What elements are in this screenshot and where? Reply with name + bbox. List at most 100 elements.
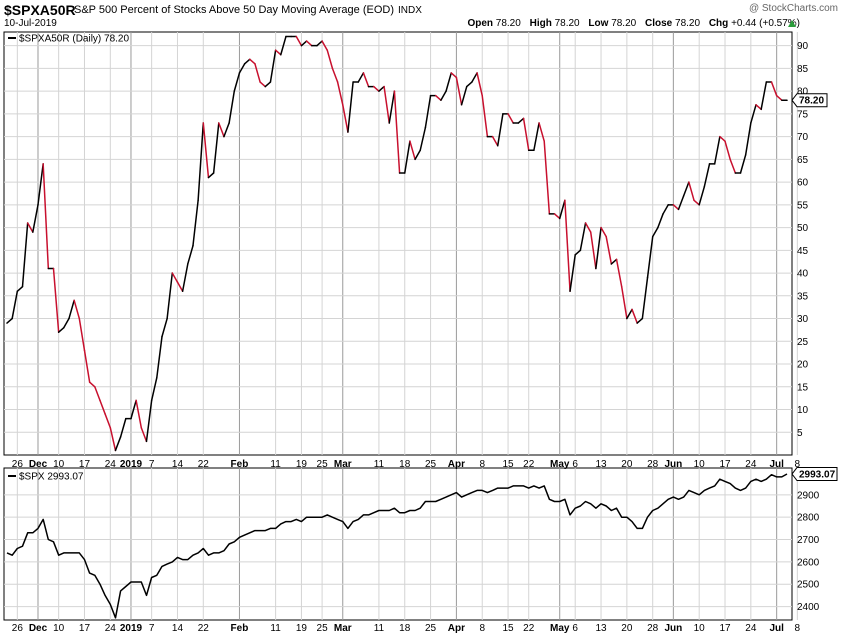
x-tick-label: 24 [105,623,117,634]
series-segment [243,58,251,65]
series-segment [383,85,391,124]
series-segment [393,90,401,174]
series-segment [703,163,711,188]
y-tick-label: 80 [797,87,809,98]
x-tick-label: Dec [29,623,48,634]
x-tick-label: 28 [647,623,659,634]
y-tick-label: 2400 [797,602,820,613]
series-segment [636,317,644,324]
series-segment [176,281,184,293]
last-value-main: 78.20 [799,96,824,107]
y-tick-label: 45 [797,246,809,257]
series-segment [145,399,153,443]
series-segment [192,199,199,247]
y-tick-label: 35 [797,291,809,302]
series-segment [646,235,654,279]
series-segment [445,72,452,92]
x-tick-label: 17 [719,459,731,470]
series-segment [78,317,86,352]
series-segment [491,135,499,147]
series-segment [140,426,148,443]
x-tick-label: 15 [502,459,514,470]
series-segment [347,81,354,133]
series-segment [109,426,117,452]
description-text: S&P 500 Percent of Stocks Above 50 Day M… [74,4,394,16]
brand-watermark: @ StockCharts.com [748,3,838,14]
series-segment [249,58,256,65]
series-segment [388,90,396,124]
x-tick-label: 8 [795,459,801,470]
y-tick-label: 55 [797,200,809,211]
series-segment [688,181,695,202]
series-segment [631,308,638,324]
series-segment [672,204,680,211]
series-segment [558,199,566,220]
chg-value: +0.44 (+0.57%) [731,18,800,29]
series-segment [181,263,189,293]
y-tick-label: 2800 [797,513,820,524]
series-segment [171,272,179,283]
series-segment [543,140,551,215]
x-tick-label: 26 [12,459,24,470]
x-tick-label: May [550,623,570,634]
series-segment [434,94,442,101]
series-segment [409,140,416,161]
series-segment [99,399,106,415]
series-segment [682,181,690,197]
series-segment [589,231,597,270]
x-tick-label: 24 [105,459,117,470]
x-tick-label: 22 [523,459,535,470]
series-segment [775,94,783,101]
x-tick-label: 17 [719,623,731,634]
series-segment [460,85,468,106]
series-segment [259,81,267,88]
series-segment [274,49,282,56]
x-tick-label: Mar [334,459,352,470]
y-tick-label: 2600 [797,557,820,568]
series-segment [574,249,582,256]
series-segment [719,135,726,142]
x-tick-label: 10 [53,459,65,470]
x-tick-label: 2019 [120,623,143,634]
series-segment [11,290,19,320]
series-segment [316,40,323,47]
x-tick-label: 8 [479,459,485,470]
series-segment [579,222,587,252]
x-tick-label: 19 [296,623,308,634]
close-value: 78.20 [675,18,701,29]
x-tick-label: 2019 [120,459,143,470]
series-segment [68,299,75,320]
series-segment [135,399,143,429]
series-spxa50r [6,35,788,452]
series-segment [605,235,613,265]
series-segment [403,140,411,174]
series-segment [305,40,313,47]
x-tick-label: 11 [374,459,385,470]
series-segment [378,85,385,92]
series-segment [424,94,432,129]
series-segment [471,72,478,83]
x-tick-label: Apr [448,459,465,470]
y-tick-label: 70 [797,132,809,143]
series-segment [57,326,65,333]
series-segment [662,204,669,215]
series-segment [414,149,421,161]
series-segment [150,376,158,402]
x-tick-label: 22 [198,623,210,634]
y-tick-label: 20 [797,360,809,371]
series-segment [657,213,664,229]
series-segment [517,117,525,124]
x-tick-label: 22 [198,459,210,470]
series-segment [187,245,194,265]
series-segment [233,72,241,92]
quote-summary: Open 78.20 High 78.20 Low 78.20 Close 78… [467,18,800,29]
y-tick-label: 90 [797,41,809,52]
series-segment [218,122,225,138]
x-tick-label: 20 [621,623,633,634]
series-segment [584,222,592,233]
high-label: High [529,18,552,29]
series-spx [6,473,788,619]
x-tick-label: 17 [79,623,91,634]
series-segment [496,113,504,147]
series-segment [114,436,122,452]
